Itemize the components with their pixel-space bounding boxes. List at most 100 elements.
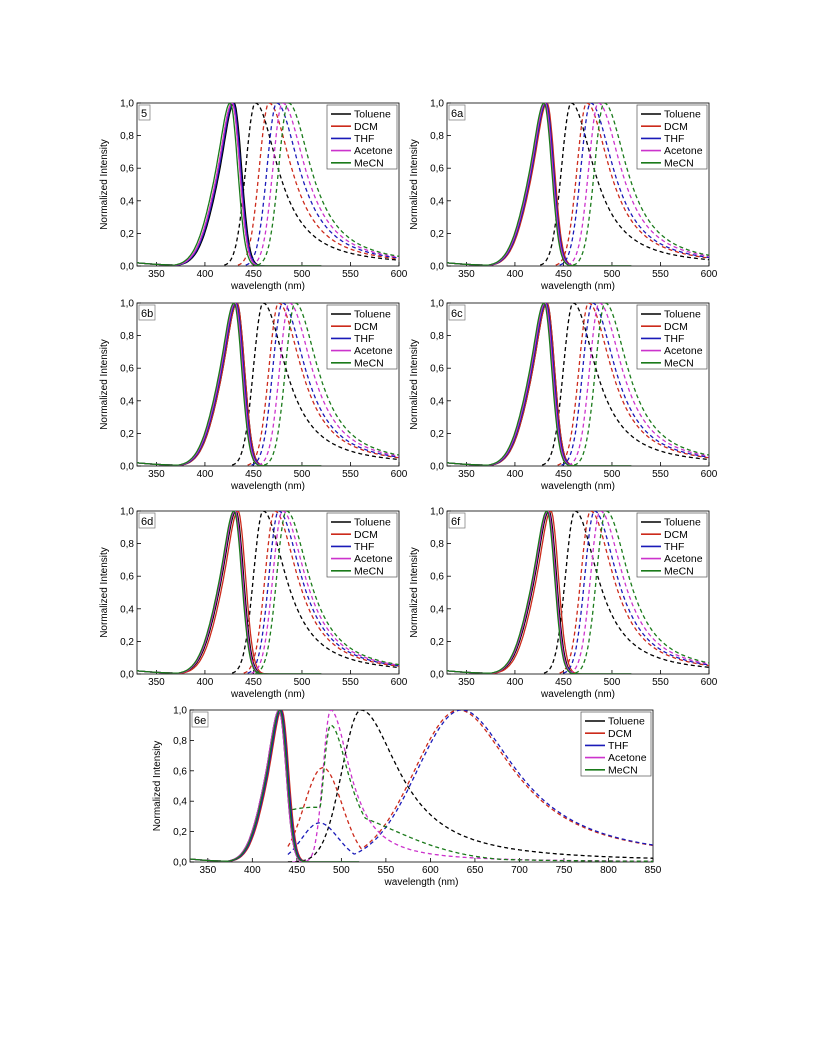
series-group [137,303,399,466]
legend-label: Acetone [664,345,703,357]
y-tick-label: 0,0 [120,462,134,473]
series-group [447,511,709,674]
y-tick-label: 0,4 [120,196,134,207]
y-axis-label: Normalized Intensity [99,547,110,638]
x-tick-label: 350 [199,865,216,876]
y-tick-label: 0,8 [430,131,444,142]
y-tick-label: 1,0 [173,706,187,717]
emission-line-thf [245,103,399,266]
emission-line-acetone [251,511,399,674]
series-group [447,103,709,266]
x-tick-label: 450 [555,469,572,480]
y-tick-label: 0,4 [173,797,187,808]
legend-label: Toluene [354,109,391,121]
panel-label-box [138,104,151,121]
x-tick-label: 550 [342,469,359,480]
legend-label: Acetone [354,145,393,157]
legend-label: Acetone [354,553,393,565]
emission-line-toluene [539,103,709,266]
x-tick-label: 500 [604,269,621,280]
emission-line-thf [561,303,709,466]
emission-line-thf [247,511,399,674]
emission-line-mecn [573,303,709,466]
chart-panel-6b: 350 400 450 500 550 600 0,0 0,2 0,4 0,6 0,8 1,0 wave… [99,299,408,493]
x-tick-label: 700 [511,865,528,876]
y-tick-label: 0,6 [430,572,444,583]
x-axis-label: wavelength (nm) [230,481,305,492]
y-tick-label: 0,4 [120,396,134,407]
absorption-line-thf [137,303,322,466]
absorption-line-acetone [137,103,322,266]
chart-panel-6e: 350 400 450 500 550 600 650 700 750 800 850 0,0 0,2 0… [152,706,662,889]
panel-label: 6c [451,308,463,320]
legend-label: Toluene [664,517,701,529]
legend-label: MeCN [354,357,384,369]
legend-label: DCM [354,529,378,541]
x-tick-label: 450 [245,469,262,480]
x-tick-label: 600 [391,469,408,480]
legend-box [636,304,708,370]
legend-label: MeCN [354,157,384,169]
y-tick-label: 0,2 [430,229,444,240]
x-tick-label: 500 [333,865,350,876]
y-tick-label: 0,2 [430,637,444,648]
legend-label: THF [664,541,684,553]
x-axis-label: wavelength (nm) [540,481,615,492]
legend-label: DCM [354,121,378,133]
emission-line-dcm [287,710,653,850]
y-tick-label: 0,4 [430,396,444,407]
panel-label: 6b [141,308,153,320]
x-tick-label: 400 [244,865,261,876]
x-tick-label: 400 [507,269,524,280]
legend-label: DCM [664,121,688,133]
legend-label: Acetone [664,553,703,565]
y-tick-label: 1,0 [430,507,444,518]
y-tick-label: 0,6 [120,364,134,375]
legend-box [326,104,398,170]
chart-panel-6d: 350 400 450 500 550 600 0,0 0,2 0,4 0,6 0,8 1,0 wave… [99,507,408,701]
legend-label: Toluene [354,517,391,529]
x-tick-label: 550 [342,677,359,688]
x-tick-label: 850 [645,865,662,876]
y-tick-label: 0,0 [430,462,444,473]
legend-box [636,512,708,578]
x-tick-label: 600 [391,677,408,688]
x-axis-label: wavelength (nm) [230,689,305,700]
panel-label: 6f [451,516,461,528]
emission-line-acetone [292,710,653,862]
absorption-line-mecn [447,511,632,674]
emission-line-mecn [255,511,399,674]
legend-label: Toluene [608,716,645,728]
emission-line-toluene [287,710,653,862]
legend-label: MeCN [354,565,384,577]
absorption-line-mecn [137,303,322,466]
absorption-line-thf [137,103,322,266]
y-tick-label: 0,0 [430,262,444,273]
y-tick-label: 0,6 [173,766,187,777]
y-tick-label: 0,8 [430,331,444,342]
x-tick-label: 350 [148,677,165,688]
absorption-line-thf [447,103,632,266]
x-tick-label: 400 [197,677,214,688]
y-tick-label: 0,6 [430,164,444,175]
emission-line-dcm [555,103,709,266]
y-tick-label: 0,0 [430,670,444,681]
absorption-line-acetone [447,511,632,674]
x-tick-label: 400 [197,269,214,280]
legend-label: DCM [608,728,632,740]
panel-label-box [448,304,466,321]
y-axis-label: Normalized Intensity [152,741,163,832]
y-tick-label: 0,6 [120,572,134,583]
emission-line-toluene [224,103,399,266]
y-tick-label: 0,2 [173,827,187,838]
y-tick-label: 0,2 [120,429,134,440]
panel-label: 6d [141,516,153,528]
y-tick-label: 0,8 [120,331,134,342]
legend-label: Toluene [664,109,701,121]
legend-label: MeCN [664,357,694,369]
legend-label: DCM [664,529,688,541]
absorption-line-mecn [137,103,322,266]
x-tick-label: 450 [245,269,262,280]
x-tick-label: 750 [556,865,573,876]
chart-panel-6a: 350 400 450 500 550 600 0,0 0,2 0,4 0,6 0,8 1,0 wave… [409,99,718,293]
